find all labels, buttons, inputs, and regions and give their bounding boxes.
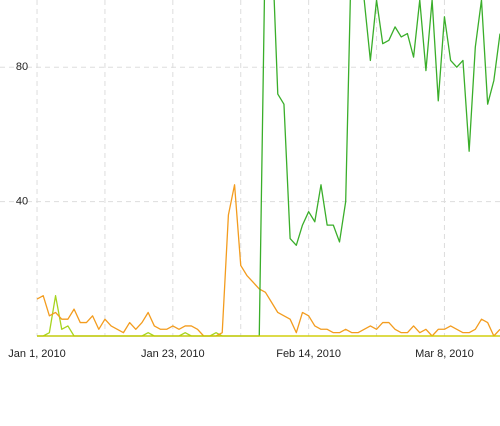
x-tick-label: Jan 1, 2010 (8, 348, 66, 360)
x-tick-label: Jan 23, 2010 (141, 348, 205, 360)
axis-labels: 40 80 Jan 1, 2010 Jan 23, 2010 Feb 14, 2010 M… (8, 61, 474, 360)
series-line (37, 295, 500, 337)
series-line (37, 0, 500, 337)
grid (0, 0, 500, 336)
plot-area (36, 0, 500, 337)
y-tick-label: 40 (16, 196, 28, 208)
x-tick-label: Feb 14, 2010 (276, 348, 341, 360)
series-line (36, 184, 500, 337)
y-tick-label: 80 (16, 61, 28, 73)
x-tick-label: Mar 8, 2010 (415, 348, 474, 360)
